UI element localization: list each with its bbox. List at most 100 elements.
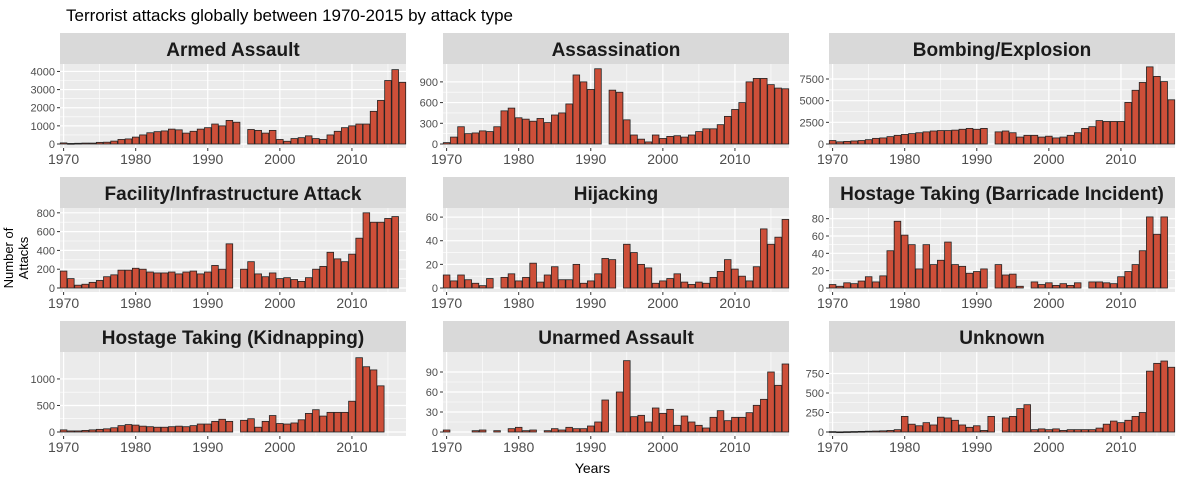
x-tick-label: 1980 [889, 439, 920, 455]
bar [543, 274, 552, 289]
x-tick-label: 1970 [431, 439, 462, 455]
bar [659, 138, 667, 145]
bar [124, 424, 133, 433]
bar [659, 280, 667, 289]
bar [1088, 126, 1096, 145]
facet-title: Hostage Taking (Kidnapping) [102, 328, 364, 349]
bar [131, 267, 140, 289]
bar [709, 276, 718, 289]
bar [680, 136, 689, 145]
bar [738, 102, 746, 145]
x-tick-label: 1970 [817, 151, 848, 167]
bar [333, 411, 342, 433]
bar [1095, 120, 1104, 145]
bar [204, 271, 212, 289]
bar [915, 268, 923, 289]
bar [572, 74, 581, 145]
bar [850, 140, 858, 145]
bar [828, 431, 837, 433]
bar [1131, 264, 1140, 289]
bar [709, 416, 718, 433]
bar [630, 252, 638, 289]
bar [1153, 233, 1161, 289]
x-tick-label: 1980 [889, 151, 920, 167]
bar [922, 244, 931, 289]
facet-strip [829, 177, 1175, 208]
x-tick-label: 1980 [503, 295, 534, 311]
bar [312, 268, 320, 289]
bar [1102, 282, 1111, 289]
bar [695, 281, 703, 289]
bar [836, 285, 844, 289]
bar [594, 421, 602, 433]
y-tick-label: 250 [806, 408, 824, 420]
bar [153, 131, 162, 145]
bar [81, 430, 89, 433]
bar [615, 91, 624, 145]
bar [355, 123, 363, 145]
facet-strip [60, 177, 406, 208]
bar [1153, 76, 1161, 145]
bar [695, 424, 703, 433]
bar [929, 424, 938, 433]
page-title: Terrorist attacks globally between 1970-… [66, 6, 513, 25]
bar [218, 418, 226, 433]
facet-title: Unarmed Assault [538, 328, 694, 349]
bar [579, 81, 588, 145]
bar [558, 112, 566, 145]
bar [442, 274, 451, 289]
bar [630, 134, 638, 145]
bar [471, 282, 480, 289]
bar [687, 134, 696, 145]
facet-title: Bombing/Explosion [913, 40, 1091, 61]
facet-title: Hostage Taking (Barricade Incident) [840, 184, 1164, 205]
x-tick-label: 1970 [48, 439, 79, 455]
y-tick-label: 2500 [800, 117, 824, 129]
bar [529, 429, 537, 433]
y-tick-label: 90 [426, 367, 438, 379]
y-tick-label: 40 [426, 236, 438, 248]
bar [1001, 274, 1010, 289]
bar [731, 416, 739, 433]
bar [644, 141, 653, 145]
x-tick-label: 1970 [817, 439, 848, 455]
bar [702, 128, 710, 145]
bar [857, 280, 866, 289]
bar [644, 267, 653, 289]
bar [304, 413, 313, 433]
bar [731, 268, 739, 289]
y-tick-label: 400 [37, 245, 55, 257]
bar [218, 268, 226, 289]
bar [760, 78, 768, 145]
bar [666, 408, 674, 433]
x-tick-label: 2000 [264, 439, 295, 455]
bar [680, 281, 689, 289]
bar [500, 110, 508, 145]
bar [1066, 429, 1075, 433]
bar [666, 136, 674, 145]
bar [333, 130, 342, 145]
facet-title: Armed Assault [166, 40, 300, 61]
bar [937, 259, 945, 289]
facet-panel: Hostage Taking (Kidnapping) 0 500 1000 1970 1… [31, 321, 406, 455]
y-tick-label: 0 [432, 139, 438, 151]
bar [1095, 281, 1104, 289]
y-tick-label: 5000 [800, 96, 824, 108]
bar [836, 141, 844, 145]
bar [74, 142, 82, 145]
bar [67, 143, 75, 145]
bar [175, 129, 183, 145]
bar [189, 270, 198, 289]
bar [587, 425, 595, 433]
bar [1052, 284, 1060, 289]
bar [958, 424, 967, 433]
bar [297, 137, 306, 145]
bar [384, 218, 392, 289]
bar [514, 117, 523, 145]
bar [1030, 281, 1039, 289]
y-tick-label: 0 [818, 139, 824, 151]
bar [565, 279, 573, 289]
bar [673, 273, 681, 289]
bar [139, 134, 147, 145]
y-tick-label: 40 [812, 248, 824, 260]
